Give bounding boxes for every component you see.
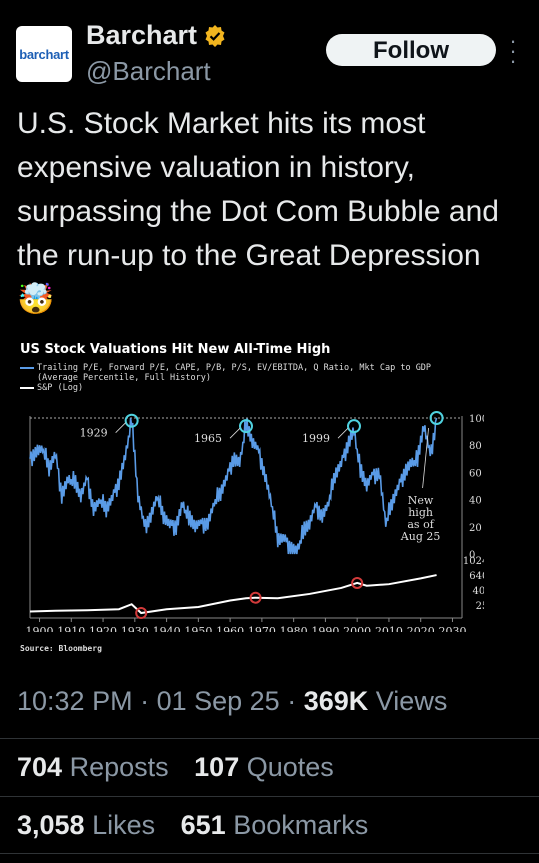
annotation-label: 1999	[302, 432, 330, 445]
views-count: 369K	[303, 686, 369, 716]
legend-entry-sp: S&P (Log)	[37, 383, 84, 393]
meta-separator: ·	[140, 686, 157, 716]
chart-legend: Trailing P/E, Forward P/E, CAPE, P/B, P/…	[20, 363, 431, 393]
peak-marker	[239, 419, 253, 434]
y-tick-label: 60	[469, 468, 482, 479]
likes-link[interactable]: 3,058 Likes	[17, 810, 155, 840]
sp-series-line	[29, 574, 437, 615]
tweet-text: U.S. Stock Market hits its most expensiv…	[17, 107, 499, 316]
y-axis-label: Average Percentile	[483, 443, 484, 530]
low-marker	[135, 607, 148, 620]
chart-title: US Stock Valuations Hit New All-Time Hig…	[20, 342, 331, 357]
annotation-leader	[115, 422, 126, 434]
stats-row-2: 3,058 Likes 651 Bookmarks	[17, 810, 368, 841]
divider	[0, 853, 539, 854]
quotes-label: Quotes	[246, 752, 334, 782]
annotation-label: Aug 25	[400, 530, 441, 543]
peak-marker	[429, 411, 444, 425]
reposts-link[interactable]: 704 Reposts	[17, 752, 169, 782]
divider	[0, 738, 539, 739]
likes-label: Likes	[92, 810, 156, 840]
annotation-leader	[229, 427, 241, 439]
x-tick-label: 2010	[375, 625, 403, 632]
annotation-label: 1965	[194, 432, 222, 445]
y-tick-label: 20	[469, 523, 482, 534]
x-tick-label: 2000	[343, 625, 371, 632]
follow-button[interactable]: Follow	[326, 34, 496, 66]
x-tick-label: 1980	[280, 625, 308, 632]
avatar-logo-text: barchart	[19, 46, 69, 62]
legend-swatch-valuation	[20, 366, 34, 369]
likes-count: 3,058	[17, 810, 85, 840]
divider	[0, 796, 539, 797]
low-marker	[351, 576, 364, 589]
stats-row-1: 704 Reposts 107 Quotes	[17, 752, 334, 783]
y-tick-label: 0	[469, 550, 475, 561]
annotation-label: 1929	[80, 427, 108, 440]
quotes-count: 107	[194, 752, 240, 782]
author-handle[interactable]: @Barchart	[86, 56, 211, 86]
y-tick-label: 102400	[463, 556, 484, 567]
x-tick-label: 1950	[184, 625, 212, 632]
chart-source: Source: Bloomberg	[20, 644, 102, 653]
bookmarks-count: 651	[180, 810, 226, 840]
annotation-label: high	[408, 506, 433, 519]
legend-swatch-sp	[20, 386, 34, 389]
avatar[interactable]: barchart	[16, 26, 72, 82]
reposts-label: Reposts	[69, 752, 169, 782]
y-tick-label: 25	[476, 601, 484, 612]
y-tick-label: 80	[469, 441, 482, 452]
x-tick-label: 2020	[407, 625, 435, 632]
legend-entry-valuation: Trailing P/E, Forward P/E, CAPE, P/B, P/…	[37, 363, 432, 373]
x-tick-label: 2030	[438, 625, 466, 632]
author-name[interactable]: Barchart	[86, 20, 198, 50]
tweet-time[interactable]: 10:32 PM	[17, 686, 133, 716]
y-tick-label: 6400	[469, 571, 484, 582]
annotation-leader	[422, 427, 429, 489]
y-tick-label: 400	[472, 586, 484, 597]
valuation-series-line	[29, 417, 438, 555]
annotation-label: New	[408, 494, 434, 507]
x-tick-label: 1960	[216, 625, 244, 632]
x-tick-label: 1970	[248, 625, 276, 632]
x-tick-label: 1910	[57, 625, 85, 632]
x-tick-label: 1900	[26, 625, 54, 632]
annotation-label: as of	[407, 518, 434, 531]
reposts-count: 704	[17, 752, 63, 782]
tweet-date[interactable]: 01 Sep 25	[156, 686, 280, 716]
chart-plot: 1900 1910 1920 1930 1940 1950 1960 1970 1980 1990…	[26, 411, 484, 632]
peak-marker	[347, 419, 361, 434]
x-tick-label: 1920	[89, 625, 117, 632]
verified-badge-icon	[205, 24, 225, 47]
more-options-icon[interactable]: · · ·	[509, 28, 517, 73]
annotation-leader	[337, 427, 349, 439]
chart-image[interactable]: US Stock Valuations Hit New All-Time Hig…	[14, 332, 484, 662]
bookmarks-link[interactable]: 651 Bookmarks	[181, 810, 369, 840]
y-tick-label: 100	[469, 414, 484, 425]
peak-marker	[124, 413, 139, 428]
quotes-link[interactable]: 107 Quotes	[194, 752, 334, 782]
tweet-meta: 10:32 PM · 01 Sep 25 · 369K Views	[17, 686, 447, 717]
x-tick-label: 1940	[153, 625, 181, 632]
author-name-row[interactable]: Barchart	[86, 20, 227, 51]
bookmarks-label: Bookmarks	[233, 810, 369, 840]
x-tick-label: 1930	[121, 625, 149, 632]
x-tick-label: 1990	[311, 625, 339, 632]
legend-entry-valuation-note: (Average Percentile, Full History)	[37, 373, 211, 383]
views-label: Views	[375, 686, 448, 716]
y-tick-label: 40	[469, 496, 482, 507]
low-marker	[249, 591, 262, 604]
tweet-header: barchart Barchart @Barchart Follow · · ·	[14, 14, 529, 86]
meta-separator: ·	[287, 686, 304, 716]
